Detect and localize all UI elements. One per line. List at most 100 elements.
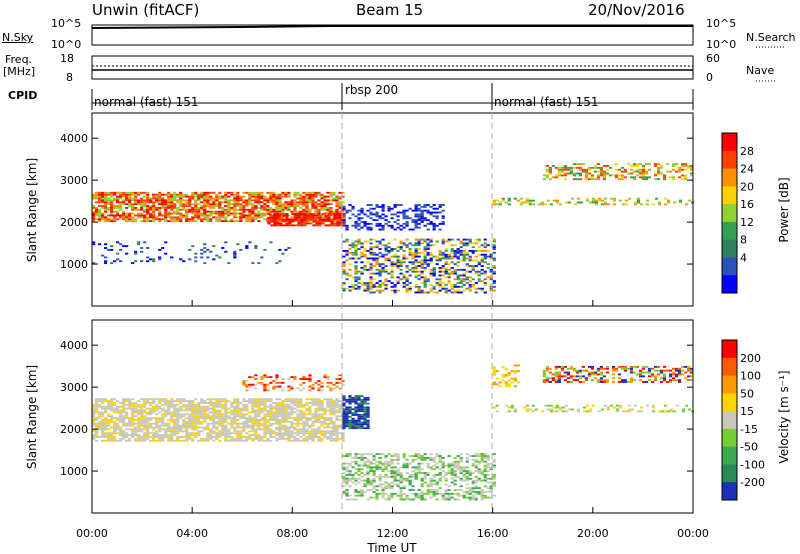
range-gate-cell [320,430,324,433]
range-gate-cell [104,208,108,211]
range-gate-cell [107,432,111,435]
range-gate-cell [420,205,424,208]
range-gate-cell [323,398,327,401]
range-gate-cell [483,249,487,252]
range-gate-cell [360,261,364,264]
range-gate-cell [143,419,147,421]
range-gate-cell [176,419,180,421]
range-gate-cell [221,417,225,420]
range-gate-cell [435,217,439,220]
range-gate-cell [363,453,367,456]
range-gate-cell [122,436,126,438]
range-gate-cell [348,263,352,266]
range-gate-cell [542,174,546,177]
range-gate-cell [495,203,499,206]
range-gate-cell [287,439,291,442]
range-gate-cell [170,205,174,207]
range-gate-cell [98,243,102,246]
range-gate-cell [278,437,282,440]
range-gate-cell [495,383,499,386]
range-gate-cell [390,458,394,461]
range-gate-cell [644,381,649,383]
range-gate-cell [161,437,165,440]
range-gate-cell [326,191,330,194]
freq-tick-top: 18 [60,52,74,65]
range-gate-cell [471,496,475,499]
range-gate-cell [107,400,111,403]
range-gate-cell [354,413,358,416]
range-gate-cell [348,425,352,428]
range-gate-cell [357,257,361,260]
range-gate-cell [131,216,135,219]
range-gate-cell [471,249,475,252]
range-gate-cell [542,375,546,378]
range-gate-cell [233,193,237,196]
range-gate-cell [351,398,355,401]
range-gate-cell [626,381,631,383]
range-gate-cell [645,203,650,206]
range-gate-cell [360,456,364,459]
range-gate-cell [311,420,315,423]
range-gate-cell [134,407,138,410]
range-gate-cell [354,244,358,247]
range-gate-cell [426,490,430,493]
range-gate-cell [342,413,346,416]
range-gate-cell [140,417,144,420]
range-gate-cell [677,379,682,382]
range-gate-cell [200,439,204,442]
range-gate-cell [282,218,286,221]
range-gate-cell [480,489,484,491]
range-gate-cell [593,170,598,173]
range-gate-cell [101,426,105,429]
range-gate-cell [254,434,258,437]
range-gate-cell [381,207,385,210]
range-gate-cell [393,228,397,231]
range-gate-cell [393,221,397,223]
range-gate-cell [116,405,120,408]
range-gate-cell [197,434,201,437]
range-gate-cell [203,208,207,211]
range-gate-cell [465,265,469,267]
range-gate-cell [557,375,561,378]
range-gate-cell [209,430,213,433]
range-gate-cell [170,413,174,416]
range-gate-cell [429,283,433,286]
range-gate-cell [98,201,102,204]
range-gate-cell [221,419,225,421]
range-gate-cell [113,205,117,207]
range-gate-cell [447,466,451,469]
range-gate-cell [128,434,132,437]
range-gate-cell [390,487,394,490]
range-gate-cell [314,428,318,431]
range-gate-cell [402,249,406,252]
range-gate-cell [146,430,150,433]
range-gate-cell [366,257,370,260]
range-gate-cell [569,381,573,383]
range-gate-cell [248,430,252,433]
range-gate-cell [254,436,258,438]
range-gate-cell [212,430,216,433]
range-gate-cell [480,473,484,476]
range-gate-cell [227,208,231,211]
range-gate-cell [453,270,457,273]
range-gate-cell [369,204,373,206]
range-gate-cell [92,415,96,418]
range-gate-cell [188,434,192,437]
range-gate-cell [182,214,186,217]
range-gate-cell [308,417,312,420]
range-gate-cell [278,434,282,437]
range-gate-cell [513,372,517,374]
range-gate-cell [260,201,264,204]
range-gate-cell [354,276,358,279]
range-gate-cell [339,216,343,219]
range-gate-cell [107,434,111,437]
range-gate-cell [326,398,330,401]
range-gate-cell [396,470,400,473]
range-gate-cell [143,437,147,440]
range-gate-cell [317,413,321,416]
range-gate-cell [456,494,460,497]
range-gate-cell [158,407,162,410]
range-gate-cell [492,481,496,484]
range-gate-cell [354,226,358,229]
range-gate-cell [158,400,162,403]
